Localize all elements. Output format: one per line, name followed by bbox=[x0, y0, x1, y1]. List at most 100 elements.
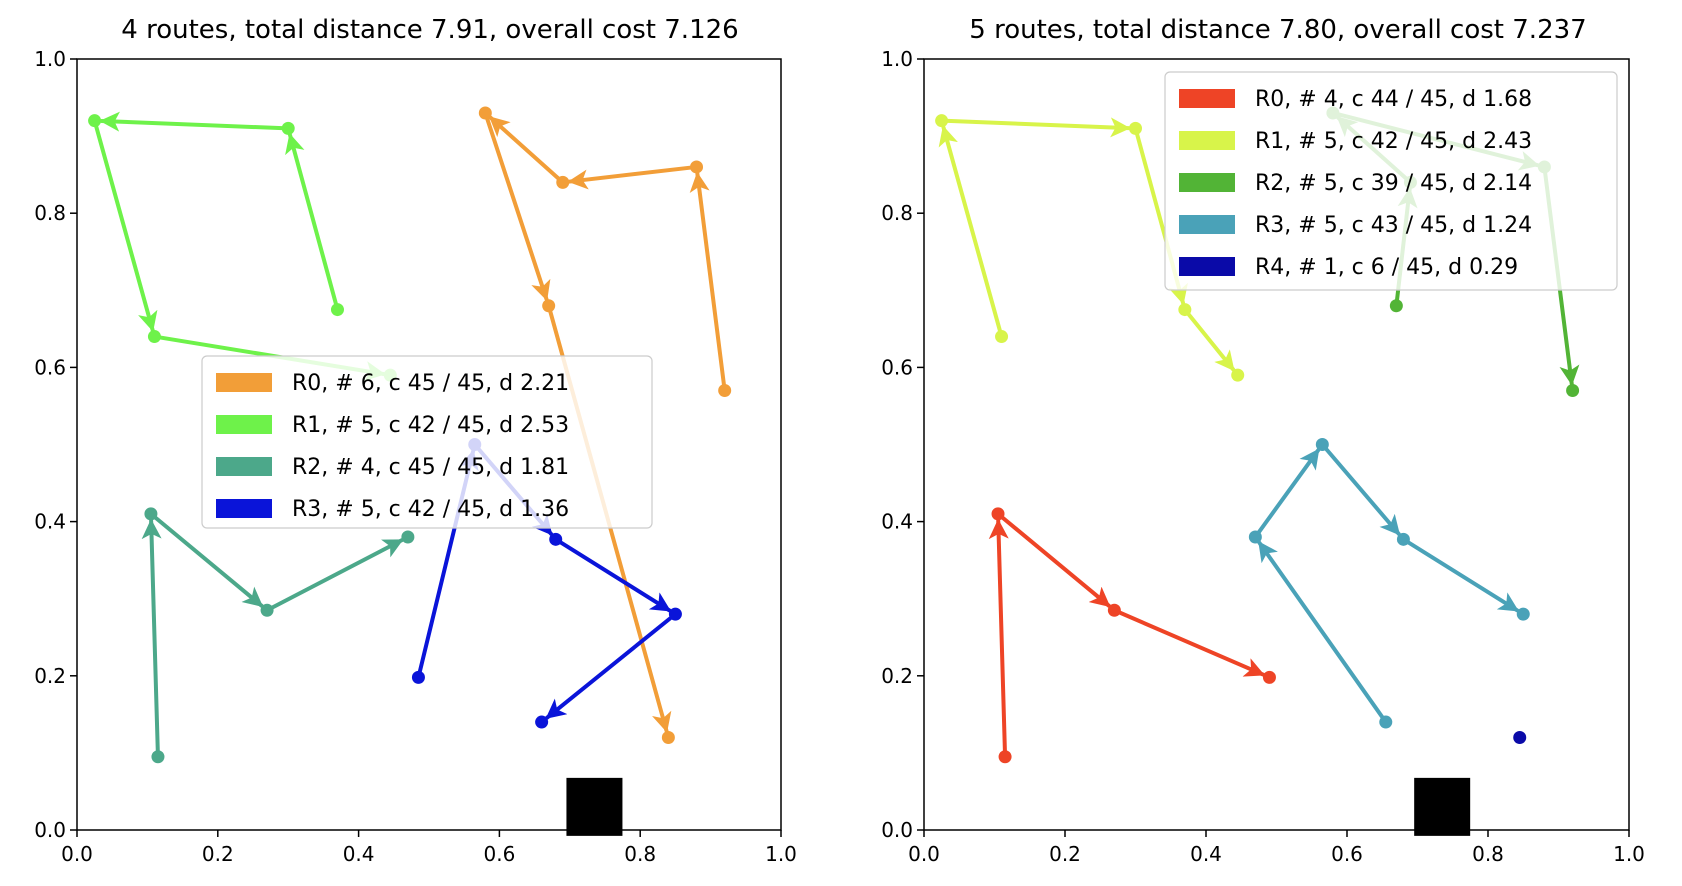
legend-label: R0, # 6, c 45 / 45, d 2.21 bbox=[292, 371, 569, 396]
route-0-stop bbox=[542, 299, 556, 313]
depot-marker bbox=[1414, 777, 1471, 836]
x-tick-label: 0.6 bbox=[1331, 842, 1363, 866]
route-3-stop bbox=[1516, 607, 1530, 621]
route-1-segment bbox=[92, 118, 158, 332]
route-3-stop bbox=[1379, 715, 1393, 729]
route-3-stop bbox=[1396, 532, 1410, 546]
route-3-segment bbox=[1253, 448, 1321, 540]
route-3-stop bbox=[668, 607, 682, 621]
legend-swatch bbox=[216, 415, 272, 434]
x-tick-label: 0.6 bbox=[483, 842, 515, 866]
route-1-segment bbox=[1182, 307, 1236, 372]
route-0-stop bbox=[998, 750, 1012, 764]
route-4-stop bbox=[1513, 730, 1527, 744]
route-0-stop bbox=[718, 384, 732, 398]
legend-label: R2, # 5, c 39 / 45, d 2.14 bbox=[1255, 171, 1532, 196]
legend-box bbox=[201, 355, 653, 529]
y-tick-label: 0.6 bbox=[881, 355, 913, 379]
x-tick-label: 0.8 bbox=[1472, 842, 1504, 866]
route-0-segment bbox=[488, 115, 565, 185]
y-tick-label: 0.0 bbox=[881, 818, 913, 842]
y-tick-label: 0.4 bbox=[881, 510, 913, 534]
x-tick-label: 0.0 bbox=[908, 842, 940, 866]
route-1-segment bbox=[939, 117, 1131, 138]
route-3-stop bbox=[535, 715, 549, 729]
route-3-segment bbox=[1401, 537, 1520, 613]
x-tick-label: 1.0 bbox=[765, 842, 797, 866]
route-1-stop bbox=[995, 330, 1009, 344]
route-1-stop bbox=[1129, 121, 1142, 135]
route-0-stop bbox=[478, 106, 492, 120]
route-0-segment bbox=[689, 171, 727, 393]
route-3-stop bbox=[549, 532, 563, 546]
depot-marker bbox=[566, 777, 623, 836]
route-3-stop bbox=[1315, 438, 1329, 451]
route-0-segment bbox=[988, 518, 1009, 759]
route-1-series bbox=[88, 111, 397, 382]
x-tick-label: 0.8 bbox=[624, 842, 656, 866]
chart-panel-left: 4 routes, total distance 7.91, overall c… bbox=[34, 15, 797, 866]
legend-label: R1, # 5, c 42 / 45, d 2.43 bbox=[1255, 129, 1532, 154]
route-1-stop bbox=[147, 330, 161, 344]
legend-label: R2, # 4, c 45 / 45, d 1.81 bbox=[292, 455, 569, 480]
route-0-stop bbox=[1262, 670, 1276, 684]
route-1-stop bbox=[330, 303, 344, 317]
legend-swatch bbox=[216, 499, 272, 518]
y-tick-label: 0.2 bbox=[34, 664, 66, 688]
route-2-segment bbox=[148, 511, 264, 608]
x-tick-label: 0.2 bbox=[1049, 842, 1081, 866]
route-1-segment bbox=[99, 111, 291, 132]
route-0-stop bbox=[690, 160, 704, 174]
route-2-segment bbox=[265, 538, 404, 613]
route-1-series bbox=[935, 114, 1245, 382]
route-2-segment bbox=[141, 518, 162, 759]
chart-title: 4 routes, total distance 7.91, overall c… bbox=[121, 15, 738, 45]
route-1-stop bbox=[281, 121, 295, 135]
route-0-series bbox=[988, 507, 1276, 764]
route-3-segment bbox=[1320, 442, 1401, 537]
legend-label: R0, # 4, c 44 / 45, d 1.68 bbox=[1255, 87, 1532, 112]
legend-box bbox=[1164, 71, 1618, 291]
route-0-segment bbox=[567, 164, 699, 190]
route-2-stop bbox=[260, 603, 274, 617]
legend: R0, # 4, c 44 / 45, d 1.68 R1, # 5, c 42 … bbox=[1164, 71, 1618, 291]
y-tick-label: 0.6 bbox=[34, 355, 66, 379]
legend-swatch bbox=[216, 457, 272, 476]
route-3-segment bbox=[1257, 540, 1388, 725]
plot-frame bbox=[76, 58, 782, 831]
legend-swatch bbox=[1179, 89, 1235, 108]
chart-title: 5 routes, total distance 7.80, overall c… bbox=[969, 15, 1586, 45]
route-3-stop bbox=[411, 670, 425, 684]
legend-swatch bbox=[1179, 131, 1235, 150]
x-tick-label: 0.0 bbox=[61, 842, 93, 866]
y-tick-label: 0.8 bbox=[881, 201, 913, 225]
y-tick-label: 0.0 bbox=[34, 818, 66, 842]
plot-frame bbox=[923, 58, 1630, 831]
route-3-series bbox=[1248, 438, 1530, 729]
y-tick-label: 1.0 bbox=[34, 47, 66, 71]
route-0-segment bbox=[483, 110, 551, 302]
x-tick-label: 0.4 bbox=[1190, 842, 1222, 866]
route-2-stop bbox=[151, 750, 165, 764]
route-0-segment bbox=[1112, 608, 1266, 677]
route-2-series bbox=[141, 507, 415, 764]
route-1-stop bbox=[935, 114, 949, 128]
route-0-stop bbox=[661, 730, 675, 744]
route-1-stop bbox=[1231, 368, 1245, 382]
route-1-stop bbox=[1178, 303, 1192, 317]
legend-label: R1, # 5, c 42 / 45, d 2.53 bbox=[292, 413, 569, 438]
route-2-stop bbox=[144, 507, 158, 521]
legend-label: R4, # 1, c 6 / 45, d 0.29 bbox=[1255, 255, 1518, 280]
y-tick-label: 0.2 bbox=[881, 664, 913, 688]
route-2-stop bbox=[1566, 384, 1580, 398]
route-1-stop bbox=[88, 114, 102, 128]
legend-label: R3, # 5, c 42 / 45, d 1.36 bbox=[292, 497, 569, 522]
route-2-stop bbox=[1389, 299, 1403, 313]
y-tick-label: 0.4 bbox=[34, 510, 66, 534]
route-1-segment bbox=[938, 125, 1004, 339]
x-tick-label: 1.0 bbox=[1613, 842, 1645, 866]
legend: R0, # 6, c 45 / 45, d 2.21 R1, # 5, c 42 … bbox=[201, 355, 653, 529]
x-tick-label: 0.2 bbox=[202, 842, 234, 866]
route-4-series bbox=[1513, 730, 1527, 744]
